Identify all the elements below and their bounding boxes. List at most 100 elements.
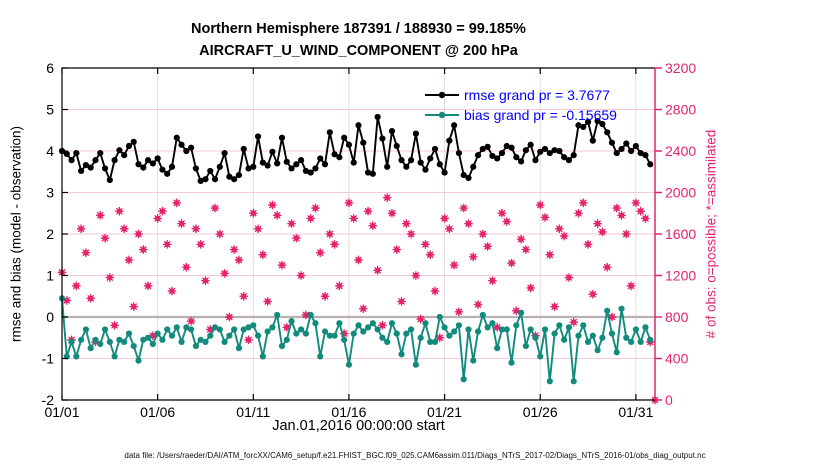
bias-series-point [149, 340, 156, 348]
left-tick-label: 5 [46, 102, 54, 118]
bias-series-point [140, 336, 147, 343]
bias-series-point [178, 338, 185, 345]
bias-series-point [336, 320, 343, 327]
possible-circle-icon [484, 243, 491, 250]
bias-series-point [254, 332, 262, 339]
obs-marker [368, 221, 378, 230]
left-tick-label: -2 [42, 392, 55, 408]
bias-series-point [369, 320, 376, 327]
bias-series-point [431, 338, 439, 345]
bias-series-point [321, 328, 329, 335]
rmse-series-point [130, 138, 137, 145]
rmse-series-point [408, 157, 415, 164]
bias-series-point [599, 334, 606, 341]
rmse-series-point [116, 147, 123, 154]
obs-marker [636, 206, 645, 216]
obs-marker [483, 242, 492, 251]
possible-circle-icon [255, 226, 261, 232]
bias-series-point [331, 332, 338, 339]
bias-series-point [537, 353, 544, 360]
right-axis-label: # of obs: o=possible; *=assimilated [703, 129, 719, 339]
rmse-series-point [78, 167, 85, 175]
obs-marker [430, 286, 440, 296]
obs-marker [282, 323, 292, 332]
rmse-series-point [355, 122, 362, 129]
possible-circle-icon [451, 262, 457, 268]
obs-marker [191, 224, 201, 234]
obs-marker [502, 217, 512, 226]
possible-circle-icon [441, 215, 448, 222]
obs-marker [478, 229, 488, 239]
possible-circle-icon [150, 332, 156, 339]
obs-marker [335, 281, 344, 291]
bias-series-point [202, 338, 209, 345]
bias-series-point [130, 342, 137, 350]
bias-series-point [570, 378, 577, 385]
possible-circle-icon [427, 252, 433, 258]
bias-series-point [436, 313, 443, 321]
obs-marker [268, 200, 277, 210]
rmse-series-point [341, 134, 348, 141]
possible-circle-icon [183, 264, 190, 270]
bias-series-point [288, 318, 295, 325]
rmse-series-point [522, 147, 529, 154]
rmse-series-point [508, 144, 515, 151]
x-tick-label: 01/21 [427, 404, 462, 420]
possible-circle-icon [355, 257, 362, 263]
obs-marker [488, 276, 497, 285]
rmse-series-point [422, 166, 429, 173]
rmse-series-point [546, 149, 553, 157]
rmse-series-point [231, 176, 238, 183]
possible-circle-icon [489, 277, 496, 284]
possible-circle-icon [580, 200, 586, 206]
obs-marker [421, 240, 430, 249]
possible-circle-icon [264, 298, 271, 305]
x-tick-label: 01/26 [523, 404, 558, 420]
rmse-series-point [484, 143, 491, 150]
bias-series-point [637, 338, 644, 345]
rmse-series-point [135, 161, 142, 168]
bias-series-point [231, 326, 238, 333]
bias-series-point [164, 326, 171, 333]
bias-series-point [374, 326, 381, 333]
possible-circle-icon [379, 322, 386, 328]
obs-marker [425, 250, 435, 260]
bias-series-point [584, 338, 592, 345]
rmse-series-point [537, 148, 544, 155]
possible-circle-icon [585, 241, 591, 248]
rmse-series-point [642, 152, 649, 159]
bias-series-point [121, 338, 128, 345]
bias-series-point [144, 334, 152, 341]
obs-marker [258, 250, 268, 260]
possible-circle-icon [360, 306, 366, 312]
bias-series-point [312, 320, 319, 327]
bias-series-point [632, 326, 639, 333]
rmse-series-point [226, 173, 233, 180]
rmse-series-point [97, 149, 104, 157]
bias-series-point [364, 324, 372, 331]
rmse-series-point [608, 139, 616, 146]
possible-circle-icon [408, 231, 414, 237]
rmse-series-point [527, 141, 534, 148]
rmse-series-point [140, 164, 147, 171]
obs-marker [177, 219, 186, 228]
bias-series-point [618, 305, 625, 312]
bias-series-point [259, 353, 266, 360]
possible-circle-icon [284, 324, 290, 331]
bias-series-point [494, 345, 501, 352]
rmse-series-point [374, 113, 381, 121]
obs-marker [454, 307, 464, 317]
right-tick-label: 0 [665, 392, 673, 408]
rmse-series-point [221, 149, 228, 157]
bias-series-point [460, 376, 467, 383]
bias-series-point [106, 338, 113, 345]
bias-series-point [403, 330, 410, 337]
bias-series-point [427, 338, 434, 345]
obs-marker [234, 255, 244, 265]
possible-circle-icon [494, 324, 500, 331]
obs-marker [569, 317, 579, 327]
obs-marker [598, 227, 607, 237]
rmse-series-point [87, 164, 94, 171]
possible-circle-icon [236, 257, 242, 263]
possible-circle-icon [575, 210, 582, 216]
